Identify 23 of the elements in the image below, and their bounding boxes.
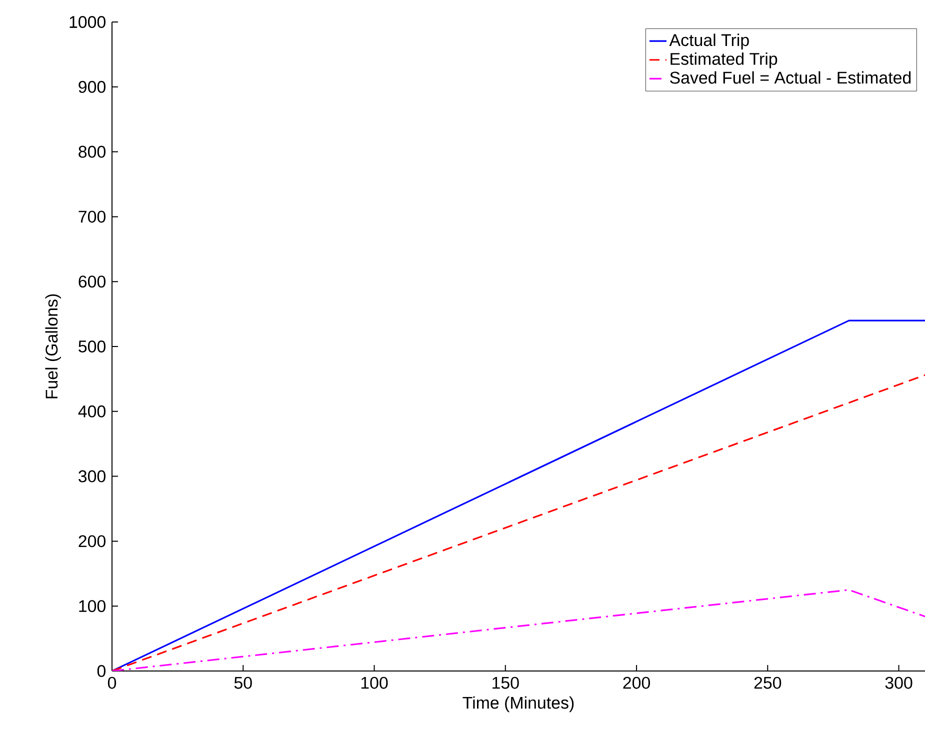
y-tick-label: 800 xyxy=(78,146,106,158)
y-tick-label: 200 xyxy=(78,535,106,548)
legend-label: Actual Trip xyxy=(669,34,749,50)
x-tick-label: 50 xyxy=(234,676,252,689)
x-tick-label: 150 xyxy=(492,676,519,689)
y-tick-label: 1000 xyxy=(70,16,106,28)
x-tick-label: 250 xyxy=(754,676,782,689)
x-axis-title: Time (Minutes) xyxy=(462,696,574,712)
y-tick-label: 500 xyxy=(78,340,106,352)
y-tick-label: 700 xyxy=(78,210,106,223)
legend-label: Saved Fuel = Actual - Estimated xyxy=(670,71,911,84)
y-tick-label: 0 xyxy=(97,665,106,677)
y-tick-label: 300 xyxy=(78,470,106,482)
y-tick-label: 600 xyxy=(78,276,106,288)
legend-label: Estimated Trip xyxy=(670,52,778,68)
y-tick-label: 100 xyxy=(79,600,106,612)
x-tick-label: 0 xyxy=(108,676,116,689)
x-tick-label: 100 xyxy=(361,676,388,689)
y-tick-label: 900 xyxy=(78,80,106,93)
y-tick-label: 400 xyxy=(78,405,106,418)
x-tick-label: 200 xyxy=(623,676,650,689)
x-tick-label: 300 xyxy=(885,676,912,689)
y-axis-title: Fuel (Gallons) xyxy=(45,294,61,398)
